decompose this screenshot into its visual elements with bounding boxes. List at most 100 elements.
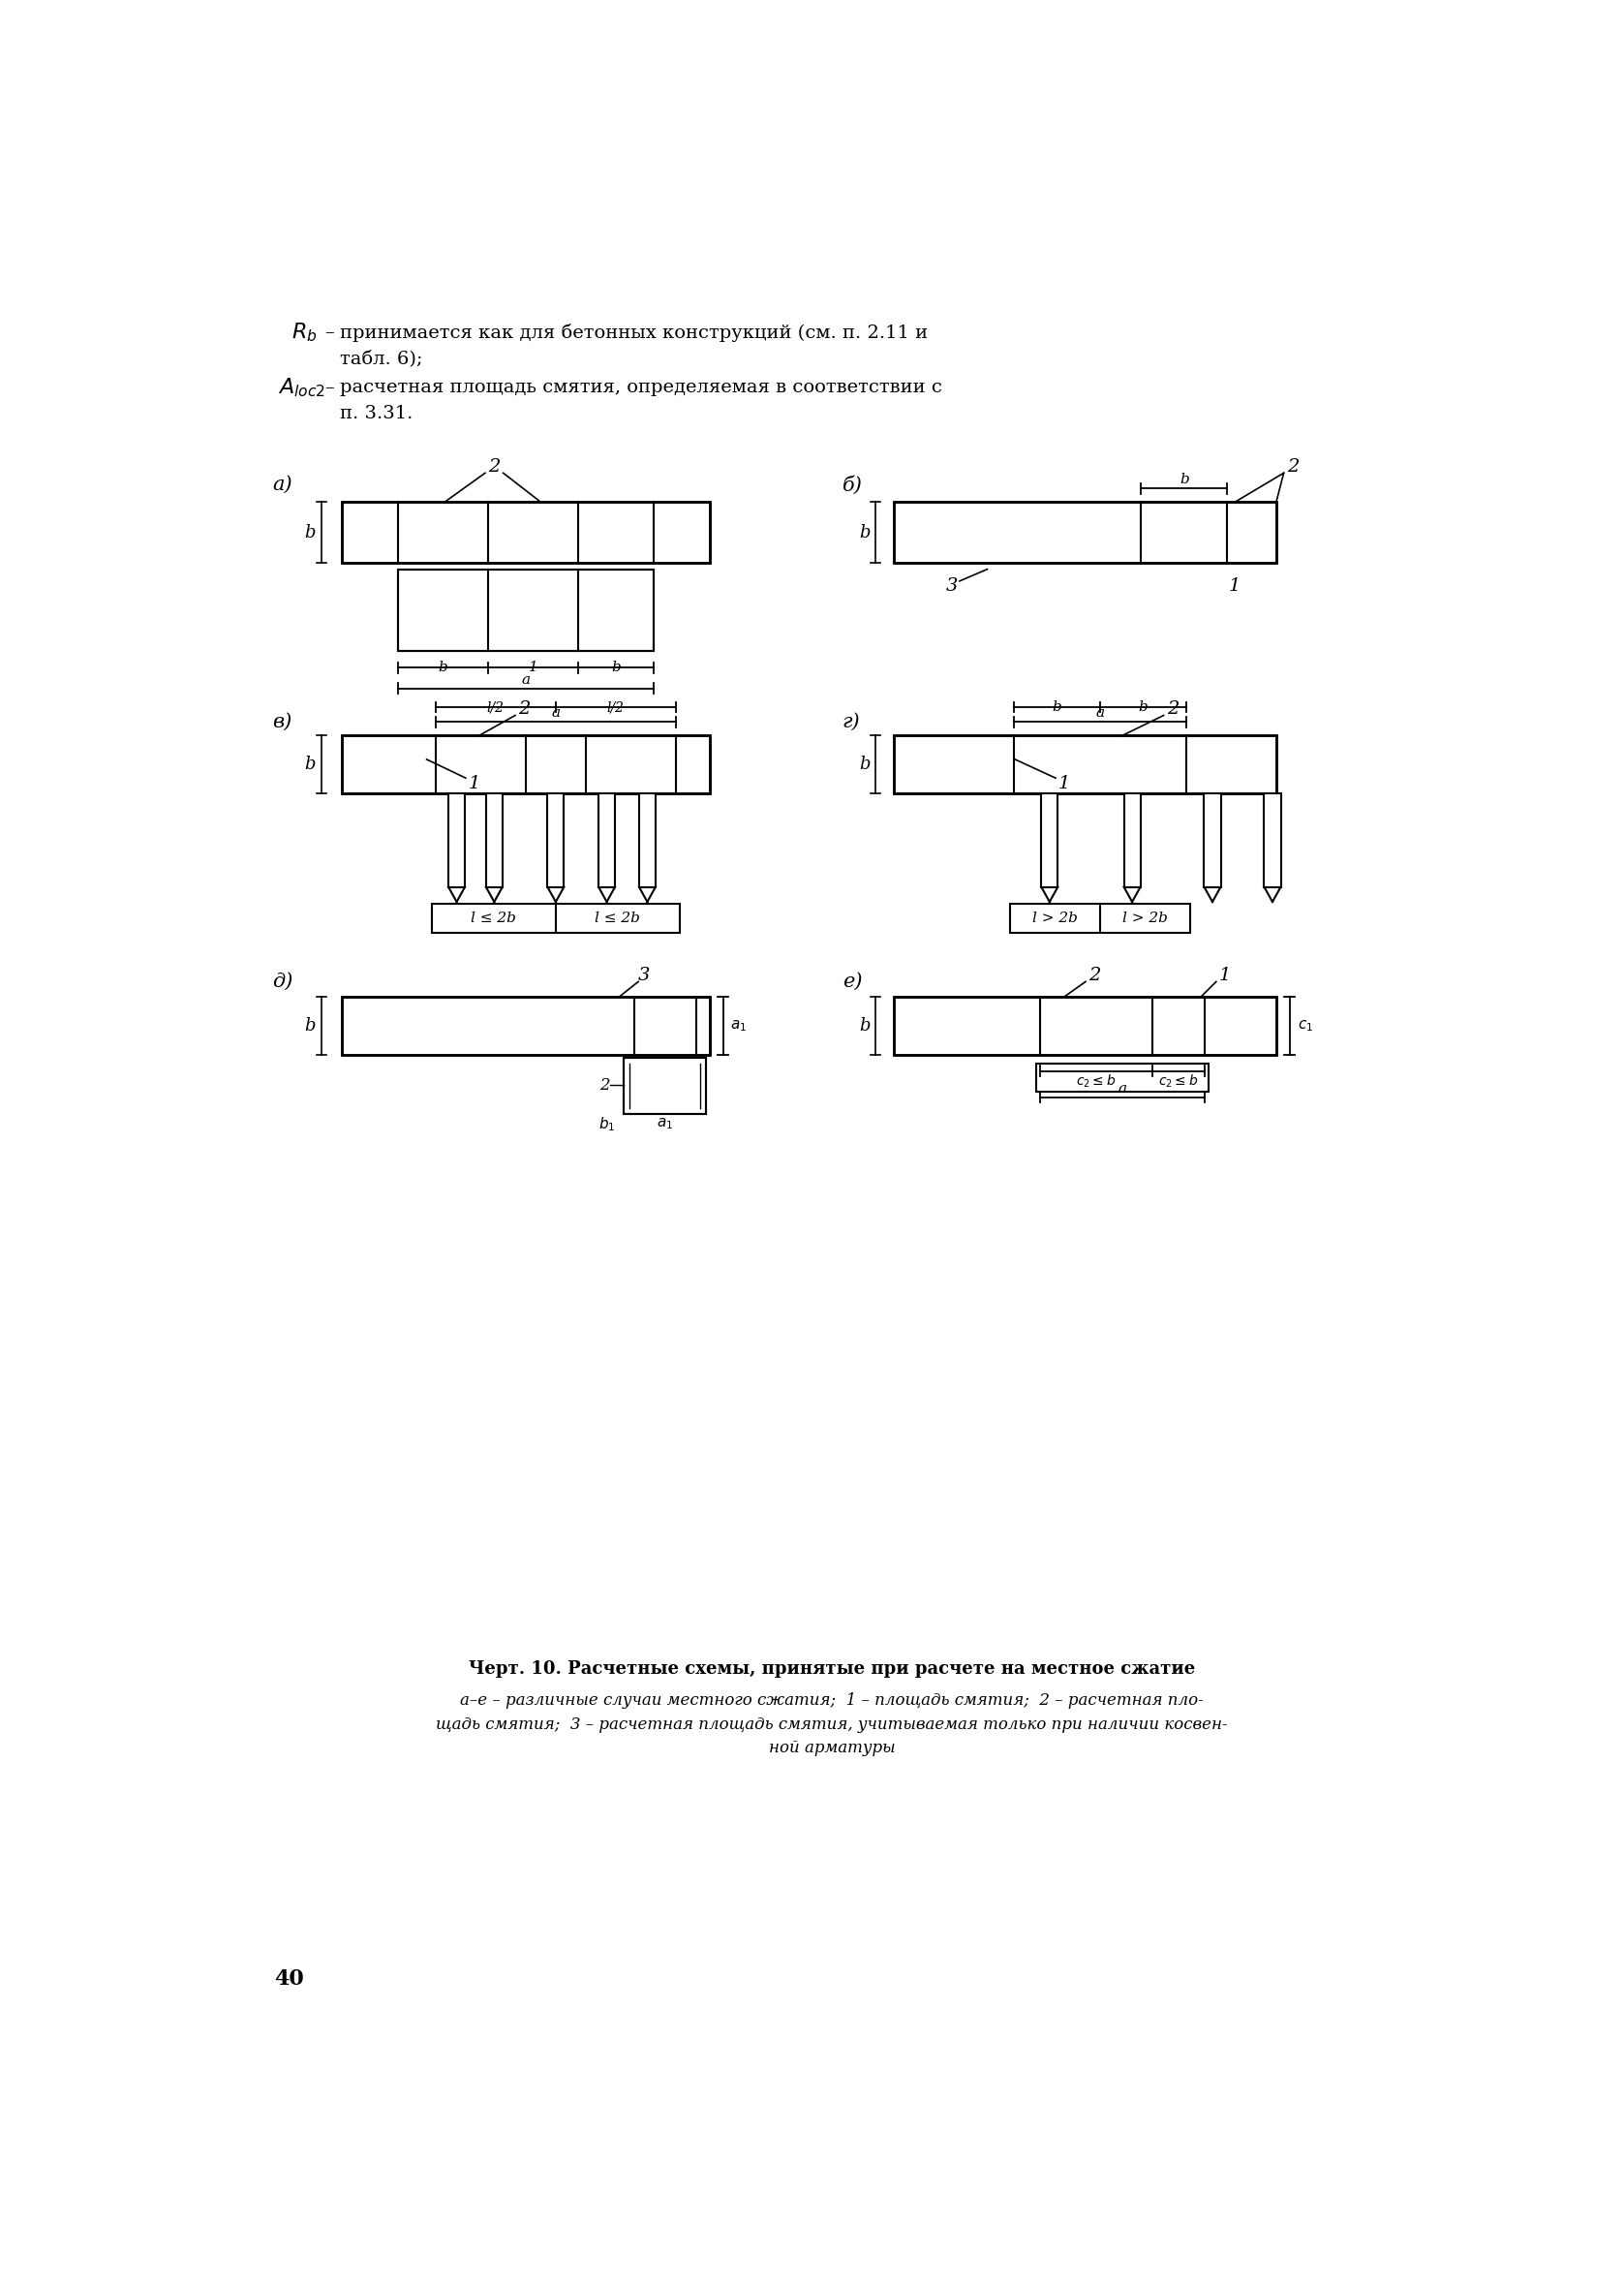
Bar xyxy=(1041,794,1057,888)
Bar xyxy=(486,794,502,888)
Bar xyxy=(1013,734,1186,794)
Bar xyxy=(624,1057,706,1114)
Text: в): в) xyxy=(273,714,292,732)
Text: 2: 2 xyxy=(1286,458,1299,476)
Text: $c_1$: $c_1$ xyxy=(1298,1018,1312,1034)
Bar xyxy=(893,501,1276,563)
Bar xyxy=(489,570,578,652)
Bar xyxy=(1010,904,1190,934)
Text: $c_2 \leq b$: $c_2 \leq b$ xyxy=(1158,1073,1199,1089)
Bar xyxy=(341,734,710,794)
Text: Черт. 10. Расчетные схемы, принятые при расчете на местное сжатие: Черт. 10. Расчетные схемы, принятые при … xyxy=(469,1661,1195,1677)
Bar xyxy=(635,998,697,1055)
Bar xyxy=(1263,794,1281,888)
Bar xyxy=(432,904,679,934)
Bar xyxy=(1203,794,1221,888)
Text: b: b xyxy=(611,661,620,675)
Text: ной арматуры: ной арматуры xyxy=(768,1741,895,1757)
Text: a: a xyxy=(1096,707,1104,721)
Text: 1: 1 xyxy=(469,776,481,792)
Text: b: b xyxy=(859,524,870,542)
Text: a: a xyxy=(1117,1082,1127,1096)
Bar xyxy=(628,1064,700,1107)
Text: 1: 1 xyxy=(1059,776,1070,792)
Text: 2: 2 xyxy=(489,458,500,476)
Text: l/2: l/2 xyxy=(607,700,625,714)
Bar xyxy=(1142,501,1228,563)
Text: 2: 2 xyxy=(1088,968,1101,984)
Text: п. 3.31.: п. 3.31. xyxy=(339,405,412,423)
Bar xyxy=(526,734,586,794)
Text: 2: 2 xyxy=(599,1078,609,1094)
Text: 3: 3 xyxy=(947,577,958,595)
Text: l ≤ 2b: l ≤ 2b xyxy=(594,911,640,924)
Text: b: b xyxy=(1179,474,1189,487)
Text: б): б) xyxy=(843,476,862,494)
Text: b: b xyxy=(305,1016,317,1034)
Bar xyxy=(578,501,653,563)
Bar xyxy=(398,570,653,652)
Text: $b_1$: $b_1$ xyxy=(599,1114,615,1133)
Bar xyxy=(547,794,564,888)
Text: а–е – различные случаи местного сжатия;  1 – площадь смятия;  2 – расчетная пло-: а–е – различные случаи местного сжатия; … xyxy=(460,1693,1203,1709)
Bar xyxy=(398,501,489,563)
Bar xyxy=(435,734,526,794)
Text: 1: 1 xyxy=(1220,968,1231,984)
Text: b: b xyxy=(305,524,317,542)
Text: расчетная площадь смятия, определяемая в соответствии с: расчетная площадь смятия, определяемая в… xyxy=(339,380,942,396)
Bar xyxy=(1124,794,1140,888)
Text: a: a xyxy=(551,707,560,721)
Bar xyxy=(1036,1064,1208,1091)
Bar xyxy=(341,998,710,1055)
Text: г): г) xyxy=(843,714,861,732)
Bar xyxy=(586,734,676,794)
Text: 1: 1 xyxy=(1229,577,1241,595)
Text: а): а) xyxy=(273,476,292,494)
Text: l/2: l/2 xyxy=(487,700,505,714)
Text: b: b xyxy=(1052,700,1062,714)
Text: табл. 6);: табл. 6); xyxy=(339,350,422,368)
Text: b: b xyxy=(859,1016,870,1034)
Bar xyxy=(1153,998,1205,1055)
Text: принимается как для бетонных конструкций (см. п. 2.11 и: принимается как для бетонных конструкций… xyxy=(339,323,927,341)
Text: $c_2 \leq b$: $c_2 \leq b$ xyxy=(1077,1073,1116,1089)
Text: b: b xyxy=(305,755,317,773)
Text: b: b xyxy=(859,755,870,773)
Text: 40: 40 xyxy=(274,1968,304,1991)
Bar xyxy=(893,998,1276,1055)
Text: a: a xyxy=(521,673,529,686)
Text: l > 2b: l > 2b xyxy=(1033,911,1077,924)
Bar xyxy=(893,501,1276,563)
Bar xyxy=(341,501,710,563)
Text: д): д) xyxy=(273,972,292,991)
Text: 2: 2 xyxy=(1166,700,1179,718)
Bar xyxy=(448,794,464,888)
Bar xyxy=(624,1057,706,1114)
Text: –: – xyxy=(325,380,335,396)
Text: b: b xyxy=(438,661,448,675)
Text: $a_1$: $a_1$ xyxy=(656,1117,672,1133)
Text: 1: 1 xyxy=(528,661,538,675)
Text: $R_b$: $R_b$ xyxy=(292,320,317,343)
Text: 2: 2 xyxy=(518,700,529,718)
Bar xyxy=(893,734,1276,794)
Bar xyxy=(341,998,710,1055)
Text: l ≤ 2b: l ≤ 2b xyxy=(471,911,516,924)
Text: $A_{loc2}$: $A_{loc2}$ xyxy=(278,378,325,400)
Text: b: b xyxy=(1138,700,1148,714)
Bar xyxy=(398,570,653,652)
Text: 3: 3 xyxy=(638,968,650,984)
Text: щадь смятия;  3 – расчетная площадь смятия, учитываемая только при наличии косве: щадь смятия; 3 – расчетная площадь смяти… xyxy=(435,1716,1228,1732)
Bar xyxy=(640,794,656,888)
Text: $a_1$: $a_1$ xyxy=(731,1018,747,1034)
Bar xyxy=(341,501,710,563)
Bar xyxy=(1039,998,1153,1055)
Text: е): е) xyxy=(843,972,862,991)
Bar xyxy=(489,501,578,563)
Text: l > 2b: l > 2b xyxy=(1122,911,1168,924)
Bar xyxy=(893,734,1276,794)
Bar xyxy=(341,734,710,794)
Bar xyxy=(599,794,615,888)
Bar xyxy=(893,998,1276,1055)
Text: –: – xyxy=(325,325,335,341)
